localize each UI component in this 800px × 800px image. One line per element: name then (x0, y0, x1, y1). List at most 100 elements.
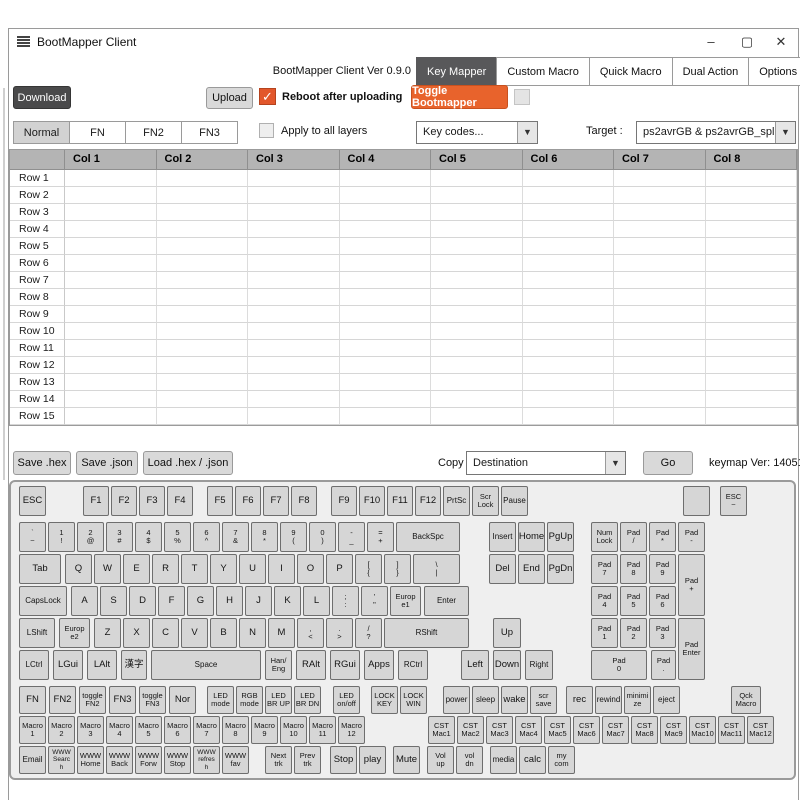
key-esc[interactable]: ESC (19, 486, 46, 516)
key-blank[interactable]: [ { (355, 554, 382, 584)
grid-cell[interactable] (339, 170, 431, 187)
key-blank[interactable]: = + (367, 522, 394, 552)
grid-cell[interactable] (431, 340, 523, 357)
key-i[interactable]: I (268, 554, 295, 584)
grid-cell[interactable] (339, 221, 431, 238)
key-fn3[interactable]: FN3 (109, 686, 136, 714)
key-pad-6[interactable]: Pad 6 (649, 586, 676, 616)
key-f10[interactable]: F10 (359, 486, 385, 516)
key-mute[interactable]: Mute (393, 746, 420, 774)
grid-cell[interactable] (65, 238, 157, 255)
grid-cell[interactable] (65, 187, 157, 204)
grid-cell[interactable] (705, 340, 797, 357)
grid-cell[interactable] (156, 238, 248, 255)
key-pgup[interactable]: PgUp (547, 522, 574, 552)
key-y[interactable]: Y (210, 554, 237, 584)
grid-cell[interactable] (614, 221, 706, 238)
key-f11[interactable]: F11 (387, 486, 413, 516)
key-rgui[interactable]: RGui (330, 650, 360, 680)
key-cst-mac10[interactable]: CST Mac10 (689, 716, 716, 744)
grid-cell[interactable] (248, 306, 340, 323)
grid-cell[interactable] (339, 323, 431, 340)
grid-cell[interactable] (248, 204, 340, 221)
key-pad-9[interactable]: Pad 9 (649, 554, 676, 584)
grid-cell[interactable] (156, 306, 248, 323)
chevron-down-icon[interactable]: ▼ (605, 452, 625, 474)
grid-cell[interactable] (248, 221, 340, 238)
key-f6[interactable]: F6 (235, 486, 261, 516)
key-blank[interactable]: / ? (355, 618, 382, 648)
key-lock-win[interactable]: LOCK WIN (400, 686, 427, 714)
key-f12[interactable]: F12 (415, 486, 441, 516)
key-f[interactable]: F (158, 586, 185, 616)
key-led-on-off[interactable]: LED on/off (333, 686, 360, 714)
key-del[interactable]: Del (489, 554, 516, 584)
grid-cell[interactable] (248, 323, 340, 340)
key-pad-1[interactable]: Pad 1 (591, 618, 618, 648)
key-k[interactable]: K (274, 586, 301, 616)
grid-cell[interactable] (522, 289, 614, 306)
minimize-button[interactable]: – (707, 34, 715, 49)
bootmapper-status-checkbox[interactable] (514, 89, 530, 105)
key-down[interactable]: Down (493, 650, 521, 680)
grid-cell[interactable] (614, 357, 706, 374)
grid-cell[interactable] (65, 357, 157, 374)
reboot-checkbox[interactable]: ✓ (259, 88, 276, 105)
key-macro-10[interactable]: Macro 10 (280, 716, 307, 744)
key-n[interactable]: N (239, 618, 266, 648)
key-next-trk[interactable]: Next trk (265, 746, 292, 774)
grid-cell[interactable] (431, 238, 523, 255)
grid-cell[interactable] (339, 272, 431, 289)
grid-cell[interactable] (705, 374, 797, 391)
grid-cell[interactable] (248, 357, 340, 374)
key-cst-mac3[interactable]: CST Mac3 (486, 716, 513, 744)
grid-cell[interactable] (156, 221, 248, 238)
tab-dual-action[interactable]: Dual Action (671, 57, 750, 86)
key-scr-save[interactable]: scr save (530, 686, 557, 714)
copy-destination-dropdown[interactable]: Destination ▼ (466, 451, 626, 475)
grid-cell[interactable] (522, 374, 614, 391)
key-o[interactable]: O (297, 554, 324, 584)
key-d[interactable]: D (129, 586, 156, 616)
grid-cell[interactable] (156, 408, 248, 425)
key-blank[interactable]: . > (326, 618, 353, 648)
grid-cell[interactable] (65, 204, 157, 221)
grid-cell[interactable] (248, 289, 340, 306)
key-scr-lock[interactable]: Scr Lock (472, 486, 499, 516)
grid-cell[interactable] (156, 357, 248, 374)
grid-cell[interactable] (248, 187, 340, 204)
key-blank[interactable]: - _ (338, 522, 365, 552)
key-j[interactable]: J (245, 586, 272, 616)
tab-key-mapper[interactable]: Key Mapper (416, 57, 498, 86)
key-minimi-ze[interactable]: minimi ze (624, 686, 651, 714)
key-m[interactable]: M (268, 618, 295, 648)
grid-cell[interactable] (705, 272, 797, 289)
grid-cell[interactable] (431, 374, 523, 391)
layer-tab-fn2[interactable]: FN2 (125, 121, 182, 144)
grid-cell[interactable] (248, 340, 340, 357)
grid-cell[interactable] (248, 391, 340, 408)
key-p[interactable]: P (326, 554, 353, 584)
grid-cell[interactable] (705, 255, 797, 272)
key-num-lock[interactable]: Num Lock (591, 522, 618, 552)
key-9[interactable]: 9 ( (280, 522, 307, 552)
key-pad[interactable]: Pad . (651, 650, 676, 680)
grid-cell[interactable] (431, 306, 523, 323)
grid-cell[interactable] (614, 340, 706, 357)
key-www-refres-h[interactable]: WWW refres h (193, 746, 220, 774)
key-cst-mac1[interactable]: CST Mac1 (428, 716, 455, 744)
grid-cell[interactable] (705, 187, 797, 204)
key-blank[interactable]: , < (297, 618, 324, 648)
key-a[interactable]: A (71, 586, 98, 616)
key-han-eng[interactable]: Han/ Eng (265, 650, 292, 680)
key-f8[interactable]: F8 (291, 486, 317, 516)
grid-cell[interactable] (705, 238, 797, 255)
grid-cell[interactable] (614, 306, 706, 323)
key-macro-5[interactable]: Macro 5 (135, 716, 162, 744)
grid-cell[interactable] (339, 289, 431, 306)
chevron-down-icon[interactable]: ▼ (775, 122, 795, 143)
grid-cell[interactable] (614, 238, 706, 255)
key-vol-dn[interactable]: vol dn (456, 746, 483, 774)
grid-cell[interactable] (339, 306, 431, 323)
save-hex-button[interactable]: Save .hex (13, 451, 71, 475)
